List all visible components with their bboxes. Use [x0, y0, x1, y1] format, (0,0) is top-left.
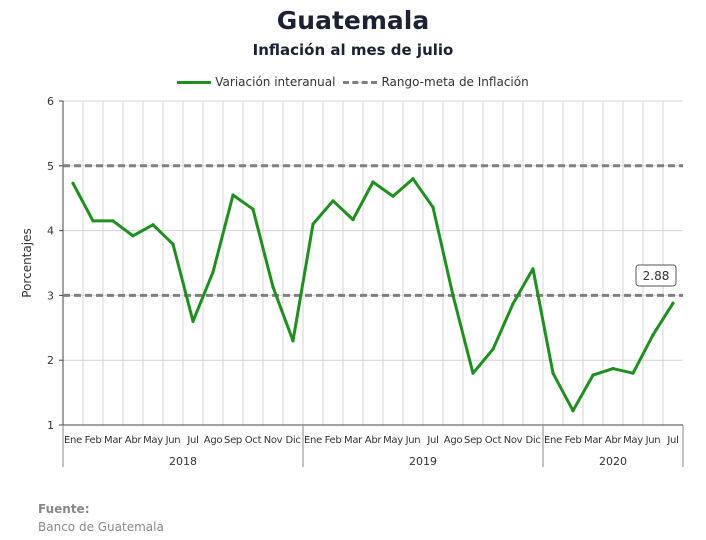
data-point: [311, 222, 315, 226]
data-point: [231, 193, 235, 197]
data-point: [91, 219, 95, 223]
data-point: [611, 367, 615, 371]
x-tick-label: Ene: [304, 435, 322, 446]
data-point: [371, 180, 375, 184]
legend-label-rango-meta: Rango-meta de Inflación: [381, 75, 529, 89]
chart-title: Guatemala: [276, 6, 430, 35]
chart-legend: Variación interanual Rango-meta de Infla…: [0, 75, 706, 89]
x-tick-label: Abr: [125, 435, 143, 446]
x-tick-label: Dic: [285, 435, 300, 446]
annotation-label: 2.88: [643, 269, 670, 283]
x-tick-label: Mar: [104, 435, 123, 446]
source-label: Fuente:: [38, 502, 90, 516]
x-tick-label: Jun: [645, 435, 661, 446]
x-tick-label: Ago: [204, 435, 223, 446]
y-tick-label: 4: [47, 225, 54, 238]
x-tick-label: Jul: [666, 435, 678, 446]
data-point: [351, 217, 355, 222]
x-tick-label: Feb: [85, 435, 102, 446]
data-point: [451, 293, 455, 297]
x-tick-label: Sep: [224, 435, 242, 446]
x-tick-label: Ene: [64, 435, 82, 446]
data-point: [571, 409, 575, 413]
y-tick-label: 6: [47, 95, 54, 108]
source-value: Banco de Guatemala: [38, 520, 164, 534]
x-tick-label: Feb: [325, 435, 342, 446]
data-point: [71, 181, 75, 185]
annotation-box: [635, 264, 677, 287]
data-point: [631, 371, 635, 375]
data-point: [531, 267, 535, 271]
data-point: [551, 371, 555, 375]
data-point: [191, 319, 195, 323]
year-label: 2019: [409, 455, 437, 468]
chart-subtitle: Inflación al mes de julio: [252, 41, 454, 59]
x-tick-label: Jul: [426, 435, 438, 446]
legend-swatch-dashed: [343, 80, 378, 84]
data-point: [651, 333, 655, 337]
x-tick-label: Jun: [405, 435, 421, 446]
y-tick-label: 2: [47, 354, 54, 367]
x-tick-label: May: [143, 435, 163, 446]
y-tick-label: 1: [47, 419, 54, 432]
legend-label-variacion: Variación interanual: [215, 75, 336, 89]
x-tick-label: Sep: [464, 435, 482, 446]
legend-item-rango-meta: Rango-meta de Inflación: [343, 75, 529, 89]
x-tick-label: Oct: [245, 435, 262, 446]
x-tick-label: Abr: [605, 435, 623, 446]
x-tick-label: Ago: [444, 435, 463, 446]
x-tick-label: Ene: [544, 435, 562, 446]
data-point: [671, 301, 675, 305]
x-tick-label: Jun: [165, 435, 181, 446]
data-point: [131, 234, 135, 238]
y-tick-label: 3: [47, 289, 54, 302]
data-point: [151, 223, 155, 227]
data-point: [391, 194, 395, 198]
data-point: [411, 177, 415, 181]
x-tick-label: Abr: [365, 435, 383, 446]
x-tick-label: Mar: [584, 435, 603, 446]
x-tick-label: Mar: [344, 435, 363, 446]
data-point: [591, 373, 595, 377]
x-tick-label: Nov: [264, 435, 283, 446]
data-point: [211, 270, 215, 274]
x-tick-label: Oct: [485, 435, 502, 446]
data-point: [431, 205, 435, 209]
x-tick-label: Feb: [565, 435, 582, 446]
data-point: [491, 347, 495, 351]
x-tick-label: May: [623, 435, 643, 446]
data-point: [111, 219, 115, 223]
x-tick-label: May: [383, 435, 403, 446]
legend-item-variacion: Variación interanual: [177, 75, 335, 89]
data-point: [171, 242, 175, 246]
y-axis-label: Porcentajes: [20, 228, 34, 297]
data-point: [251, 207, 255, 211]
y-tick-label: 5: [47, 160, 54, 173]
year-label: 2018: [169, 455, 197, 468]
year-label: 2020: [599, 455, 627, 468]
legend-swatch-solid: [177, 80, 212, 84]
data-point: [511, 302, 515, 306]
data-point: [471, 371, 475, 375]
x-tick-label: Jul: [186, 435, 198, 446]
data-point: [291, 339, 295, 343]
data-point: [331, 199, 335, 203]
data-point: [271, 285, 275, 289]
x-tick-label: Nov: [504, 435, 523, 446]
x-tick-label: Dic: [525, 435, 540, 446]
